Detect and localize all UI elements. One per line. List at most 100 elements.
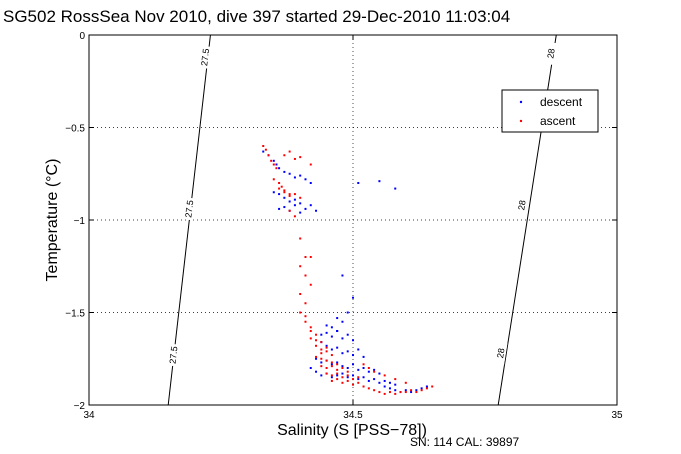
ascent-point [299,265,302,268]
ascent-point [267,154,270,157]
descent-point [283,196,286,199]
ascent-point [330,361,333,364]
ascent-point [309,330,312,332]
density-contour-label: 27.5 [166,343,180,367]
ascent-point [330,374,333,377]
ascent-point [320,348,323,351]
ascent-point [262,145,265,147]
density-contour-label: 27.5 [182,197,196,221]
y-tick-label: −1.5 [65,309,85,320]
ascent-point [373,370,376,373]
descent-point [330,376,333,379]
descent-point [330,363,333,366]
descent-point [378,381,381,384]
ascent-point [383,374,386,377]
ascent-point [336,378,339,381]
descent-point [341,320,344,323]
x-tick-label: 34 [83,410,95,421]
descent-point [330,326,333,329]
chart-title: SG502 RossSea Nov 2010, dive 397 started… [3,7,510,26]
ascent-point [299,156,302,159]
descent-point [304,207,307,210]
axis-ticks: 34 34.5 35 −2 −1.5 −1 −0.5 0 [65,31,623,421]
descent-point [394,187,397,190]
ascent-point [309,163,312,166]
ascent-point [352,378,354,381]
ascent-point [330,365,333,368]
ascent-point [336,363,339,366]
ascent-point [341,367,344,369]
descent-point [336,330,339,332]
ascent-point [378,391,381,394]
descent-point [378,180,381,183]
ascent-point [293,215,296,218]
descent-point [367,379,370,382]
descent-point [275,163,278,166]
ascent-point [283,189,286,192]
y-tick-label: −0.5 [65,124,85,135]
descent-point [378,372,381,375]
ascent-point [304,274,307,277]
ascent-point [394,392,397,395]
density-contour-label: 28 [514,193,529,217]
ascent-point [394,378,397,381]
ascent-point [264,148,267,151]
descent-point [341,352,344,355]
descent-point [278,193,281,196]
ascent-point [315,339,318,342]
ascent-point [315,344,318,347]
ascent-point [315,333,318,336]
descent-point [394,383,397,386]
descent-point [341,337,344,340]
ascent-point [367,387,370,390]
descent-point [325,324,328,327]
legend-ascent-marker [519,119,523,123]
ascent-point [404,391,407,394]
ascent-point [288,194,291,197]
descent-point [346,350,349,353]
ascent-point [341,381,344,384]
ascent-point [420,389,423,392]
descent-point [278,167,281,170]
density-contour-label: 28 [493,341,508,365]
x-axis-label: Salinity (S [PSS−78]) [277,422,427,439]
descent-point [352,354,354,357]
descent-point [357,348,360,351]
data-points [262,145,434,395]
legend-descent-marker [519,100,523,104]
descent-point [309,204,312,207]
descent-point [299,211,302,214]
ascent-point [272,178,275,181]
descent-point [336,317,339,320]
descent-point [262,150,265,153]
ascent-point [415,391,418,394]
ascent-point [283,154,286,157]
descent-point [336,346,339,349]
ascent-point [431,385,434,388]
descent-point [341,274,344,277]
x-tick-label: 34.5 [343,410,363,421]
descent-point [288,172,291,175]
ascent-point [304,302,307,305]
descent-point [362,367,365,369]
descent-point [425,385,428,388]
descent-point [346,376,349,379]
descent-point [341,365,344,368]
descent-point [272,159,275,162]
ascent-point [299,293,302,295]
ascent-point [315,355,318,358]
descent-point [346,311,349,314]
ascent-point [309,337,312,340]
ascent-point [309,256,312,258]
ascent-point [320,352,323,355]
svg-text:28: 28 [516,199,527,210]
ascent-point [330,354,333,357]
ascent-point [388,391,391,394]
descent-point [352,374,354,377]
descent-point [315,370,318,373]
ascent-point [325,367,328,369]
ascent-point [399,391,402,394]
ascent-point [325,359,328,362]
density-contour-label: 27.5 [197,45,212,69]
